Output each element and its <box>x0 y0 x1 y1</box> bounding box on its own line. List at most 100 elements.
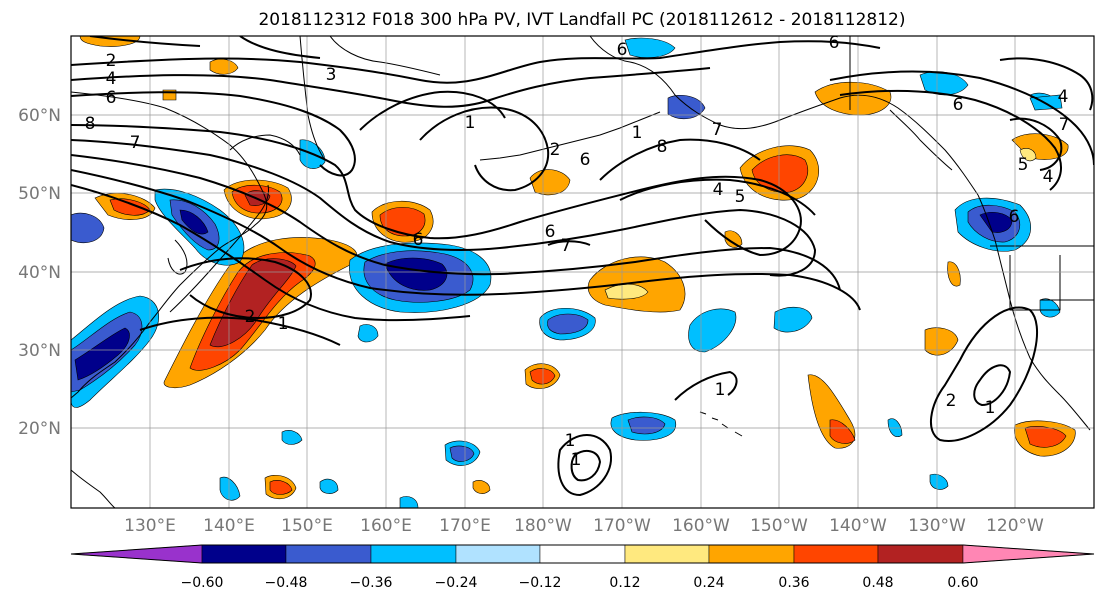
colorbar-segment <box>370 544 457 564</box>
pv-contour-labels: 2 4 6 3 8 7 1 2 6 8 1 7 6 4 5 6 6 7 1 2 … <box>85 33 1070 470</box>
lon-label: 150°E <box>281 516 333 536</box>
coast-alaska <box>589 36 979 196</box>
pv-contour-label: 5 <box>1018 155 1029 175</box>
coast-bering-asia <box>329 36 441 76</box>
lat-label: 20°N <box>18 419 61 439</box>
colorbar: −0.60 −0.48 −0.36 −0.24 −0.12 0.12 0.24 … <box>70 544 1095 591</box>
lon-label: 160°E <box>360 516 412 536</box>
islands-hawaii <box>699 411 743 437</box>
pv-contour <box>71 139 817 277</box>
colorbar-tick-label: 0.36 <box>778 575 809 591</box>
lon-label: 160°W <box>672 516 730 536</box>
pv-contour <box>547 240 591 246</box>
lat-labels: 60°N 50°N 40°N 30°N 20°N <box>18 106 61 439</box>
colorbar-segment <box>70 544 203 564</box>
lon-label: 170°W <box>593 516 651 536</box>
pv-contour <box>139 316 341 346</box>
coast-baja <box>1059 394 1091 431</box>
colorbar-tick-label: −0.12 <box>519 575 562 591</box>
pv-contour <box>89 36 201 47</box>
pv-contour-label: 8 <box>657 137 668 157</box>
chart-title: 2018112312 F018 300 hPa PV, IVT Landfall… <box>258 10 905 30</box>
colorbar-tick-label: 0.12 <box>609 575 640 591</box>
colorbar-segment <box>793 544 879 564</box>
pv-contour <box>359 90 506 131</box>
lon-labels: 130°E 140°E 150°E 160°E 170°E 180°W 170°… <box>124 516 1044 536</box>
pv-contour-label: 6 <box>617 40 628 60</box>
pv-contour-label: 8 <box>85 114 96 134</box>
lon-label: 140°W <box>829 516 887 536</box>
pv-contour-label: 5 <box>735 187 746 207</box>
lat-label: 50°N <box>18 184 61 204</box>
colorbar-segment <box>877 544 964 564</box>
pv-contour-label: 4 <box>1058 87 1069 107</box>
colorbar-tick-label: 0.60 <box>947 575 978 591</box>
pv-contour <box>929 306 1038 442</box>
pv-contours <box>71 36 1094 497</box>
colorbar-tick-label: 0.48 <box>862 575 893 591</box>
pv-contour <box>419 106 550 192</box>
pv-contour-label: 4 <box>1043 167 1054 187</box>
pv-contour-label: 1 <box>632 123 643 143</box>
pv-contour-label: 2 <box>946 391 957 411</box>
colorbar-tick-label: −0.48 <box>265 575 308 591</box>
colorbar-segments <box>70 544 1095 564</box>
pv-contour <box>570 449 602 482</box>
lat-label: 30°N <box>18 341 61 361</box>
pv-contour-label: 6 <box>106 88 117 108</box>
pv-contour-label: 1 <box>565 431 576 451</box>
pv-contour-label: 7 <box>130 133 141 153</box>
colorbar-tick-label: −0.60 <box>181 575 224 591</box>
pv-contour-label: 6 <box>953 95 964 115</box>
gridlines <box>71 36 1094 508</box>
colorbar-tick-label: 0.24 <box>693 575 724 591</box>
pv-contour-label: 6 <box>829 33 840 53</box>
pv-contour <box>71 91 356 177</box>
pv-contour-label: 1 <box>571 450 582 470</box>
colorbar-tick-label: −0.36 <box>350 575 393 591</box>
colorbar-segment <box>624 544 710 564</box>
positive-anomaly-japan-core <box>209 258 297 348</box>
lat-label: 40°N <box>18 263 61 283</box>
colorbar-segment <box>201 544 287 564</box>
pv-contour-label: 4 <box>106 69 117 89</box>
pv-contour-label: 6 <box>580 150 591 170</box>
colorbar-segment <box>539 544 626 564</box>
colorbar-tick-label: −0.24 <box>435 575 478 591</box>
colorbar-segment <box>455 544 541 564</box>
coast-japan <box>169 184 269 313</box>
pv-contour-label: 1 <box>715 380 726 400</box>
coast-aleutians <box>479 111 661 161</box>
pv-contour <box>557 434 612 497</box>
border-us-states <box>1009 255 1094 311</box>
lon-label: 130°E <box>124 516 176 536</box>
colorbar-outline <box>70 544 1095 564</box>
lon-label: 170°E <box>439 516 491 536</box>
lon-label: 130°W <box>908 516 966 536</box>
lon-label: 140°E <box>203 516 255 536</box>
pv-contour <box>599 138 761 181</box>
coast-bc <box>889 109 953 171</box>
pv-contour-label: 7 <box>561 236 572 256</box>
lat-label: 60°N <box>18 106 61 126</box>
pv-contour <box>674 370 738 401</box>
pv-contour <box>71 169 861 311</box>
pv-contour-label: 3 <box>326 65 337 85</box>
lon-label: 180°W <box>514 516 572 536</box>
pv-contour <box>179 257 312 320</box>
pv-contour <box>71 40 881 84</box>
pv-contour-label: 2 <box>106 51 117 71</box>
lon-label: 120°W <box>986 516 1044 536</box>
pv-contour-label: 2 <box>245 307 256 327</box>
colorbar-segment <box>962 544 1095 564</box>
pv-contour <box>619 178 816 216</box>
pv-contour <box>839 89 1062 191</box>
colorbar-segment <box>708 544 795 564</box>
pv-contour-label: 2 <box>550 140 561 160</box>
pv-contour-label: 1 <box>465 113 476 133</box>
lon-label: 150°W <box>750 516 808 536</box>
pv-contour-label: 7 <box>1059 115 1070 135</box>
colorbar-segment <box>285 544 372 564</box>
pv-contour <box>71 67 711 108</box>
